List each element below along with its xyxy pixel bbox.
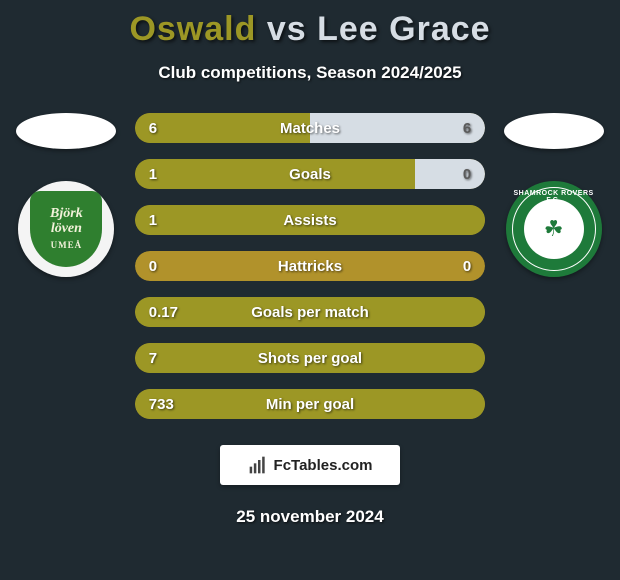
title-right-name: Lee Grace — [317, 10, 490, 48]
crest-text-line: UMEÅ — [51, 240, 83, 250]
crest-text: Björk löven UMEÅ — [50, 206, 83, 252]
site-badge-text: FcTables.com — [274, 457, 373, 474]
stat-bar: 66Matches — [135, 113, 485, 143]
stat-bar: 7Shots per goal — [135, 343, 485, 373]
bar-label: Shots per goal — [135, 343, 485, 373]
crest-text-line: löven — [51, 221, 82, 236]
left-player-col: Björk löven UMEÅ — [8, 113, 125, 277]
chart-icon — [248, 455, 268, 475]
page-root: Oswald vs Lee Grace Club competitions, S… — [0, 0, 620, 580]
crest-ring-text: SHAMROCK ROVERS F.C. — [506, 190, 602, 204]
right-player-col: ☘ SHAMROCK ROVERS F.C. — [495, 113, 612, 277]
main-row: Björk löven UMEÅ 66Matches 10Goals 1Assist… — [0, 113, 620, 419]
stat-bar: 1Assists — [135, 205, 485, 235]
bar-label: Goals — [135, 159, 485, 189]
stat-bar: 10Goals — [135, 159, 485, 189]
left-nationality-flag — [16, 113, 116, 149]
crest-inner: ☘ — [524, 199, 584, 259]
right-nationality-flag — [504, 113, 604, 149]
bar-label: Matches — [135, 113, 485, 143]
title-left-name: Oswald — [129, 10, 256, 48]
bar-label: Hattricks — [135, 251, 485, 281]
stat-bar: 733Min per goal — [135, 389, 485, 419]
title-vs: vs — [267, 10, 307, 48]
date-line: 25 november 2024 — [0, 507, 620, 527]
stat-bar: 0.17Goals per match — [135, 297, 485, 327]
bar-label: Goals per match — [135, 297, 485, 327]
bar-label: Min per goal — [135, 389, 485, 419]
crest-text-line: Björk — [50, 206, 83, 221]
crest-shield: Björk löven UMEÅ — [30, 191, 102, 267]
site-badge[interactable]: FcTables.com — [220, 445, 400, 485]
left-club-crest: Björk löven UMEÅ — [18, 181, 114, 277]
bar-label: Assists — [135, 205, 485, 235]
subtitle: Club competitions, Season 2024/2025 — [0, 63, 620, 83]
page-title: Oswald vs Lee Grace — [0, 10, 620, 49]
stat-bars: 66Matches 10Goals 1Assists 00Hattricks 0.17G… — [135, 113, 485, 419]
right-club-crest: ☘ SHAMROCK ROVERS F.C. — [506, 181, 602, 277]
shamrock-icon: ☘ — [544, 218, 564, 240]
stat-bar: 00Hattricks — [135, 251, 485, 281]
